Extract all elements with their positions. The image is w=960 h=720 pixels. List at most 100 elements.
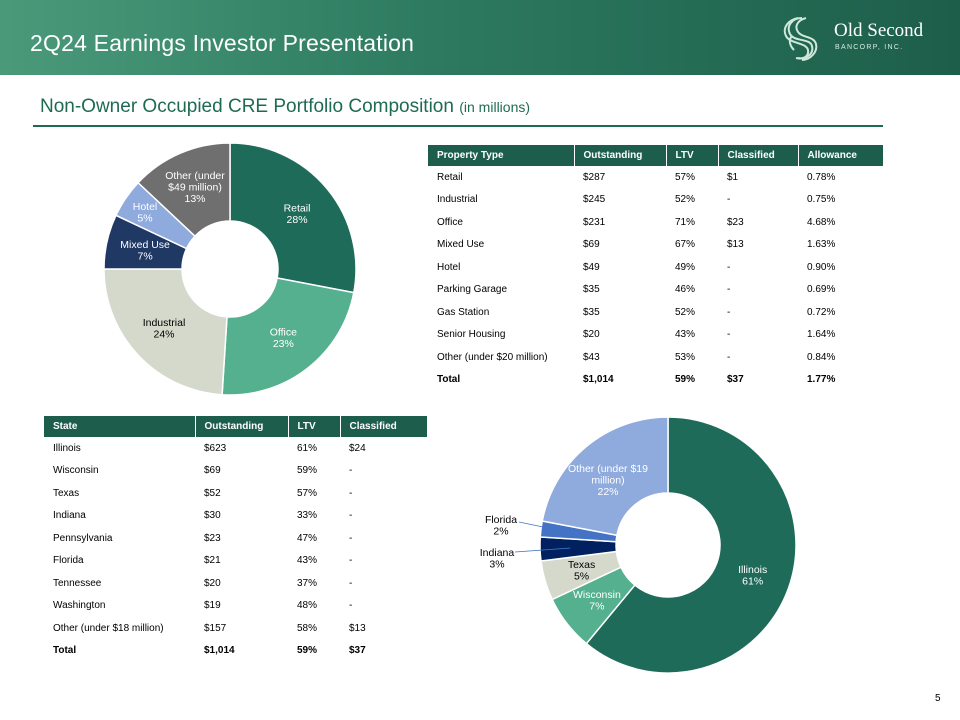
- table-cell: Wisconsin: [53, 465, 99, 477]
- slice-name-label: Wisconsin: [573, 589, 621, 601]
- table-cell: 52%: [675, 306, 696, 318]
- table-cell: $52: [204, 487, 221, 499]
- table-cell: 0.72%: [807, 306, 836, 318]
- table-cell: Washington: [53, 600, 106, 612]
- slice-value-label: 3%: [489, 558, 504, 570]
- slice-value-label: 5%: [137, 212, 152, 224]
- slice-other-under-49-million: [137, 142, 231, 238]
- column-header-outstanding: Outstanding: [574, 145, 667, 166]
- slice-name-label: Hotel: [133, 201, 158, 213]
- table-cell: 52%: [675, 194, 696, 206]
- table-cell: -: [349, 577, 353, 589]
- table-cell: 0.90%: [807, 261, 836, 273]
- table-header-row: Property Type Outstanding LTV Classified All…: [428, 145, 883, 166]
- slice-name-label: Illinois: [738, 564, 767, 576]
- table-cell: 37%: [297, 577, 318, 589]
- table-cell: 48%: [297, 600, 318, 612]
- table-total-row: Total $1,014 59% $37 1.77%: [428, 369, 883, 392]
- slice-name-label: $49 million): [168, 182, 222, 194]
- column-header-classified: Classified: [718, 145, 799, 166]
- section-divider: [33, 125, 883, 127]
- table-cell: -: [349, 465, 353, 477]
- table-cell: $49: [583, 261, 600, 273]
- column-header-property-type: Property Type: [428, 145, 575, 166]
- slice-name-label: Retail: [284, 202, 311, 214]
- table-cell: $35: [583, 284, 600, 296]
- column-header-outstanding: Outstanding: [195, 416, 289, 437]
- table-cell: -: [727, 306, 731, 318]
- slice-office: [221, 277, 355, 396]
- table-cell: -: [349, 555, 353, 567]
- table-row: Industrial $245 52% - 0.75%: [428, 189, 883, 212]
- table-cell: $69: [204, 465, 221, 477]
- table-cell: 1.63%: [807, 239, 836, 251]
- presentation-title: 2Q24 Earnings Investor Presentation: [30, 30, 415, 56]
- table-total-row: Total $1,014 59% $37: [44, 640, 427, 663]
- slice-retail: [229, 142, 357, 294]
- table-cell: Illinois: [53, 442, 81, 454]
- table-cell: Gas Station: [437, 306, 490, 318]
- column-header-allowance: Allowance: [798, 145, 883, 166]
- slice-value-label: 24%: [153, 328, 174, 340]
- table-row: Retail $287 57% $1 0.78%: [428, 166, 883, 189]
- table-cell: Total: [53, 645, 77, 657]
- table-cell: -: [727, 261, 731, 273]
- logo-mark-icon: [783, 17, 818, 61]
- slice-name-label: Other (under: [165, 170, 225, 182]
- table-cell: 1.77%: [807, 374, 836, 386]
- table-cell: $245: [583, 194, 606, 206]
- table-cell: -: [349, 510, 353, 522]
- slice-illinois: [585, 416, 797, 674]
- table-cell: 58%: [297, 622, 318, 634]
- section-subtitle: (in millions): [459, 99, 531, 115]
- table-cell: 61%: [297, 442, 318, 454]
- table-cell: $1,014: [204, 645, 235, 657]
- table-cell: Parking Garage: [437, 284, 508, 296]
- table-row: Wisconsin $69 59% -: [44, 460, 427, 483]
- leader-line: [514, 547, 571, 553]
- table-cell: 46%: [675, 284, 696, 296]
- table-cell: -: [349, 532, 353, 544]
- state-donut-chart: Illinois 61% Wisconsin 7% Texas 5% Indiana 3% Fl…: [470, 412, 810, 680]
- slice-name-label: Florida: [485, 514, 517, 526]
- table-cell: $21: [204, 555, 221, 567]
- table-cell: $1,014: [583, 374, 614, 386]
- table-cell: $20: [204, 577, 221, 589]
- table-cell: 53%: [675, 351, 696, 363]
- table-cell: $23: [727, 216, 744, 228]
- table-cell: Total: [437, 374, 461, 386]
- slice-industrial: [103, 268, 228, 396]
- table-row: Hotel $49 49% - 0.90%: [428, 256, 883, 279]
- table-cell: Florida: [53, 555, 84, 567]
- table-row: Senior Housing $20 43% - 1.64%: [428, 324, 883, 347]
- company-logo: Old Second BANCORP, INC.: [778, 14, 938, 62]
- table-cell: Texas: [53, 487, 80, 499]
- table-cell: 71%: [675, 216, 696, 228]
- table-cell: Retail: [437, 171, 463, 183]
- table-row: Other (under $18 million) $157 58% $13: [44, 617, 427, 640]
- slice-name-label: Mixed Use: [120, 239, 170, 251]
- table-cell: Indiana: [53, 510, 86, 522]
- table-cell: $287: [583, 171, 606, 183]
- slice-value-label: 2%: [493, 525, 508, 537]
- table-cell: $623: [204, 442, 227, 454]
- section-title: Non-Owner Occupied CRE Portfolio Composi…: [40, 96, 530, 118]
- logo-name: Old Second: [834, 20, 924, 41]
- table-row: Illinois $623 61% $24: [44, 437, 427, 460]
- table-cell: $1: [727, 171, 739, 183]
- slice-label-other-under-49-million: Other (under$49 million)13%: [165, 170, 225, 205]
- table-row: Florida $21 43% -: [44, 550, 427, 573]
- column-header-ltv: LTV: [288, 416, 341, 437]
- table-header-row: State Outstanding LTV Classified: [44, 416, 427, 437]
- state-table: State Outstanding LTV Classified Illinois $6…: [44, 416, 427, 662]
- table-cell: 47%: [297, 532, 318, 544]
- table-cell: $157: [204, 622, 227, 634]
